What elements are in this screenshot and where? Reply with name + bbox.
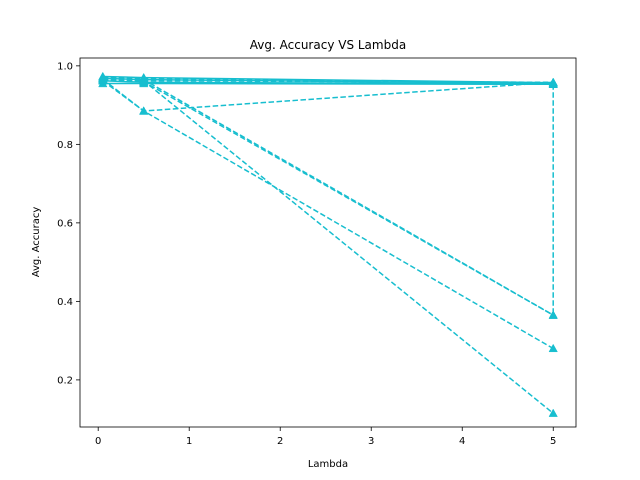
y-tick-label: 0.2 [57, 375, 73, 386]
y-axis-label: Avg. Accuracy [31, 207, 42, 278]
data-point-marker [139, 106, 149, 115]
x-tick-label: 3 [368, 436, 374, 447]
y-tick-label: 0.8 [57, 140, 73, 151]
x-tick-label: 4 [459, 436, 465, 447]
data-point-marker [98, 75, 108, 84]
data-point-marker [548, 408, 558, 417]
x-tick-label: 2 [277, 436, 283, 447]
data-point-marker [139, 76, 149, 86]
x-tick-label: 5 [550, 436, 556, 447]
plot-area [98, 71, 558, 417]
axes-frame [79, 57, 577, 428]
x-tick-label: 1 [186, 436, 192, 447]
axis-ticks: 0 1 2 3 4 5 0.2 0.4 0.6 0.8 1.0 [57, 61, 556, 447]
data-point-marker [548, 79, 558, 88]
data-point-marker [548, 343, 558, 353]
y-tick-label: 1.0 [57, 61, 73, 72]
data-point-marker [548, 310, 558, 319]
y-tick-label: 0.4 [57, 297, 73, 308]
chart-title: Avg. Accuracy VS Lambda [250, 38, 406, 52]
x-axis-label: Lambda [308, 459, 348, 470]
x-tick-label: 0 [95, 436, 101, 447]
y-tick-label: 0.6 [57, 218, 73, 229]
series-line-4 [102, 82, 554, 86]
